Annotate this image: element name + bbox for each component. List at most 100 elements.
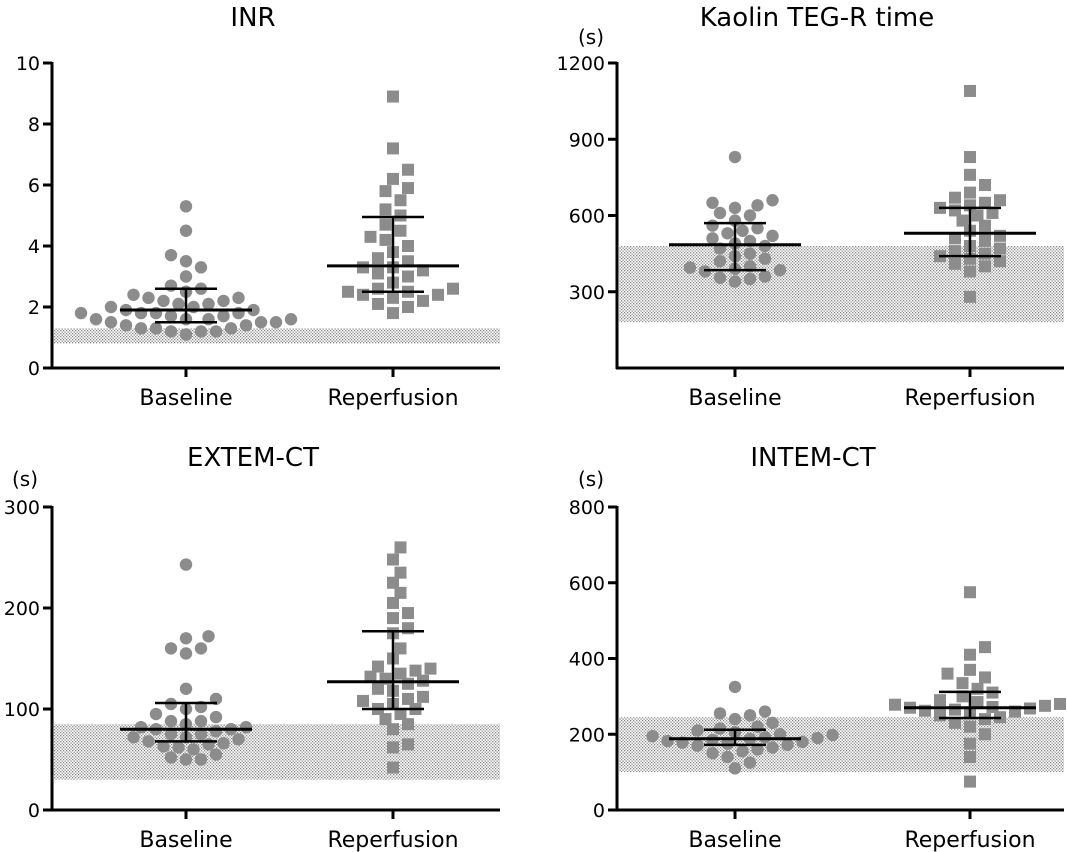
data-point-reperfusion	[402, 182, 414, 195]
data-point-reperfusion	[387, 596, 399, 609]
data-point-baseline	[766, 194, 779, 207]
data-point-baseline	[766, 741, 779, 754]
data-point-reperfusion	[402, 163, 414, 176]
panel-title: EXTEM-CT	[187, 443, 319, 473]
data-point-reperfusion	[402, 718, 414, 731]
panel-intem-ct: INTEM-CT (s) 0 200 400 600 800 Baseline Reperf…	[569, 443, 1066, 852]
data-point-reperfusion	[949, 703, 961, 716]
data-point-reperfusion	[387, 172, 399, 185]
plot-area: 300 600 900 1200 Baseline Reperfusion	[557, 53, 1064, 411]
plot-area: 0 200 400 600 800 Baseline Reperfusion	[569, 497, 1066, 852]
data-point-baseline	[751, 743, 764, 756]
reference-range-band	[54, 724, 500, 780]
data-point-reperfusion	[979, 260, 991, 273]
y-tick-label: 300	[4, 497, 40, 519]
data-point-reperfusion	[949, 257, 961, 270]
data-point-baseline	[179, 753, 193, 766]
data-point-baseline	[232, 291, 245, 305]
data-point-reperfusion	[964, 186, 976, 199]
data-point-baseline	[209, 748, 223, 761]
data-point-reperfusion	[417, 264, 429, 277]
data-point-reperfusion	[956, 690, 969, 703]
data-point-reperfusion	[379, 713, 392, 726]
y-tick-label: 600	[569, 206, 605, 228]
data-point-baseline	[728, 762, 742, 775]
data-point-reperfusion	[364, 230, 377, 243]
data-point-baseline	[728, 712, 742, 726]
data-point-baseline	[202, 313, 215, 326]
data-point-baseline	[239, 720, 253, 734]
data-point-baseline	[743, 709, 757, 722]
data-point-reperfusion	[994, 229, 1006, 242]
x-category-label: Reperfusion	[327, 386, 458, 411]
data-point-baseline	[706, 232, 719, 245]
data-point-baseline	[179, 224, 193, 237]
data-point-baseline	[209, 725, 223, 738]
data-point-reperfusion	[379, 218, 392, 231]
data-point-baseline	[691, 724, 704, 737]
data-point-reperfusion	[402, 738, 414, 751]
data-point-baseline	[187, 743, 200, 756]
data-point-reperfusion	[964, 84, 976, 97]
data-point-reperfusion	[402, 301, 414, 313]
data-point-reperfusion	[402, 607, 414, 620]
data-point-baseline	[232, 733, 245, 746]
data-point-reperfusion	[387, 291, 399, 304]
y-tick-label: 10	[16, 53, 40, 75]
data-point-reperfusion	[394, 586, 407, 599]
data-point-reperfusion	[394, 708, 407, 721]
data-point-reperfusion	[979, 179, 991, 191]
data-point-baseline	[164, 325, 178, 338]
data-point-reperfusion	[387, 576, 399, 589]
data-point-baseline	[217, 309, 230, 323]
data-point-reperfusion	[357, 694, 369, 707]
data-point-baseline	[194, 714, 208, 728]
data-point-baseline	[164, 714, 178, 728]
data-point-baseline	[217, 294, 230, 308]
data-point-reperfusion	[964, 663, 976, 676]
data-point-reperfusion	[949, 191, 961, 204]
y-tick-label: 0	[28, 358, 40, 380]
y-tick-label: 1200	[557, 53, 605, 75]
data-point-reperfusion	[971, 696, 984, 709]
data-point-reperfusion	[387, 90, 399, 103]
x-category-label: Baseline	[688, 386, 781, 411]
data-point-baseline	[766, 229, 779, 243]
x-category-label: Baseline	[139, 828, 232, 852]
data-point-reperfusion	[964, 151, 976, 164]
data-point-reperfusion	[964, 775, 976, 788]
y-unit-label: (s)	[578, 25, 604, 49]
data-point-baseline	[713, 707, 727, 720]
data-point-reperfusion	[387, 741, 399, 754]
data-point-baseline	[758, 252, 772, 265]
x-category-label: Reperfusion	[904, 386, 1035, 411]
data-point-baseline	[781, 738, 794, 752]
data-point-baseline	[224, 322, 238, 335]
data-point-reperfusion	[364, 670, 377, 683]
data-point-reperfusion	[979, 671, 991, 684]
y-tick-label: 300	[569, 282, 605, 304]
data-point-reperfusion	[372, 252, 384, 265]
data-point-reperfusion	[357, 261, 369, 274]
data-point-baseline	[194, 325, 208, 338]
data-point-baseline	[164, 728, 178, 741]
y-tick-label: 0	[593, 800, 605, 822]
data-point-baseline	[269, 316, 283, 329]
data-point-baseline	[74, 306, 88, 320]
y-tick-label: 2	[28, 297, 40, 319]
data-point-reperfusion	[949, 204, 961, 217]
data-point-baseline	[239, 319, 253, 332]
data-point-reperfusion	[387, 142, 399, 155]
data-point-reperfusion	[979, 234, 991, 247]
data-point-reperfusion	[447, 282, 459, 295]
data-point-reperfusion	[372, 660, 384, 673]
data-point-baseline	[179, 328, 193, 341]
data-point-baseline	[773, 263, 787, 277]
y-tick-label: 400	[569, 649, 605, 671]
data-point-reperfusion	[387, 723, 399, 736]
data-point-reperfusion	[979, 196, 991, 209]
data-point-baseline	[721, 227, 734, 240]
data-point-baseline	[179, 200, 193, 213]
data-point-reperfusion	[387, 761, 399, 774]
data-point-reperfusion	[994, 194, 1006, 207]
